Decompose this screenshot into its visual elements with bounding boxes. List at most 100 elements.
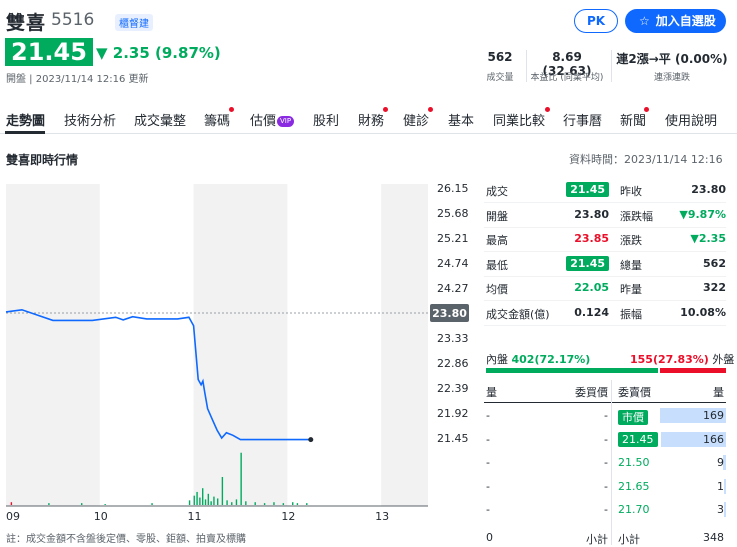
star-icon: ☆ (639, 14, 650, 28)
stat-value: 23.80 (574, 207, 609, 221)
ask-volume: 9 (717, 456, 724, 469)
notification-dot (229, 107, 234, 112)
tab-help[interactable]: 使用說明 (665, 114, 718, 129)
ask-volume-bar (724, 502, 726, 517)
stat-label: 均價 (486, 283, 508, 296)
stat-label: 最高 (486, 234, 508, 247)
notification-dot (545, 107, 550, 112)
outer-label: 外盤 (712, 353, 735, 366)
divider (526, 50, 527, 82)
volume-bar (231, 502, 233, 505)
tab-chips[interactable]: 籌碼 (204, 114, 231, 129)
volume-bar (235, 499, 238, 505)
y-tick-label: 21.92 (437, 407, 469, 420)
y-tick-label: 24.74 (437, 257, 469, 270)
ask-subtotal-label: 小計 (618, 532, 640, 546)
tab-news[interactable]: 新聞 (620, 114, 647, 129)
tab-basic[interactable]: 基本 (448, 114, 475, 129)
y-tick-label: 24.27 (437, 282, 469, 295)
outer-volume: 155(27.83%) 外盤 (630, 351, 734, 367)
tab-dividend[interactable]: 股利 (313, 114, 340, 129)
tab-valuation[interactable]: 估價 VIP (250, 110, 295, 129)
tab-bar: 走勢圖 技術分析 成交彙整 籌碼 估價 VIP 股利 財務 健診 基本 同業比較 … (0, 104, 737, 134)
volume-bar (296, 503, 299, 505)
volume-bar (292, 502, 294, 505)
y-tick-label: 23.33 (437, 332, 469, 345)
divider (611, 50, 612, 82)
volume-bar (104, 504, 106, 505)
volume-bar (282, 503, 285, 505)
x-tick-label: 12 (281, 510, 295, 523)
stat-value: 562 (703, 256, 726, 270)
add-to-watchlist-button[interactable]: ☆ 加入自選股 (625, 9, 726, 33)
tab-calendar[interactable]: 行事曆 (563, 114, 603, 129)
ask-price: 21.45 (618, 431, 658, 447)
stat-value: ▼9.87% (679, 207, 726, 221)
bid-price: - (604, 503, 608, 516)
stat-label: 成交金額(億) (486, 307, 550, 321)
volume-bar (273, 502, 275, 505)
volume-bar (196, 491, 198, 505)
kpi-volume-label: 成交量 (486, 73, 514, 83)
stat-label: 昨收 (620, 185, 642, 198)
row-divider (484, 275, 726, 277)
ask-volume-header: 量 (713, 386, 724, 399)
notification-dot (644, 107, 649, 112)
y-tick-label: 22.39 (437, 382, 469, 395)
ask-volume: 3 (717, 503, 724, 516)
market-badge[interactable]: 櫃督建 (115, 14, 153, 31)
pk-button[interactable]: PK (574, 9, 618, 33)
stat-value: 21.45 (544, 255, 609, 271)
volume-bar (204, 499, 207, 505)
ask-volume-bar (724, 478, 726, 494)
tab-technical[interactable]: 技術分析 (64, 114, 117, 129)
intraday-chart[interactable]: 26.15 25.68 25.21 24.74 24.27 23.80 23.33 22.86… (0, 176, 478, 524)
volume-bar (254, 502, 256, 505)
volume-bar (306, 503, 308, 505)
y-tick-label: 25.21 (437, 232, 469, 245)
tab-chart[interactable]: 走勢圖 (6, 114, 46, 129)
x-tick-label: 13 (375, 510, 389, 523)
volume-bar (263, 503, 266, 505)
bid-volume: - (486, 409, 490, 422)
stat-label: 漲跌 (620, 234, 642, 247)
volume-bar (81, 503, 83, 505)
ask-volume-bar (660, 408, 726, 423)
outer-value: 155(27.83%) (630, 353, 709, 366)
ask-price: 市價 (618, 409, 648, 425)
row-divider (484, 202, 726, 203)
current-price: 21.45 (5, 38, 93, 66)
reference-price-tag (430, 304, 469, 322)
stat-label: 昨量 (620, 283, 642, 296)
stat-value: 23.80 (691, 183, 726, 196)
notification-dot (428, 107, 433, 112)
tab-financials[interactable]: 財務 (358, 114, 385, 129)
kpi-pe-value: 8.69 (32.63) (542, 50, 592, 78)
bid-volume-header: 量 (486, 386, 497, 399)
tab-peer-compare[interactable]: 同業比較 (493, 114, 546, 129)
volume-bar (217, 498, 219, 505)
row-divider (484, 226, 726, 228)
price-change: ▼ 2.35 (9.87%) (96, 44, 221, 62)
volume-bar (226, 500, 228, 505)
volume-bar (201, 488, 204, 505)
volume-bar (210, 501, 212, 505)
volume-bar (213, 496, 215, 505)
price-change-value: 2.35 (9.87%) (112, 44, 221, 62)
ask-price: 21.50 (618, 456, 650, 469)
bid-total-volume: 0 (486, 530, 493, 544)
stat-value: 322 (703, 281, 726, 294)
footer-note: 註：成交金額不含盤後定價、零股、鉅額、拍賣及標購 (6, 534, 246, 545)
kpi-pe-label: 本益比 (同業平均) (530, 73, 604, 83)
ask-volume-bar (722, 455, 726, 470)
down-arrow-icon: ▼ (96, 44, 108, 62)
stat-label: 漲跌幅 (620, 209, 653, 223)
stat-label: 總量 (620, 258, 642, 272)
tab-health[interactable]: 健診 (403, 114, 430, 129)
session-shade (6, 184, 100, 506)
ask-volume: 169 (703, 409, 724, 422)
inner-label: 內盤 (486, 353, 508, 366)
stats-table: 成交 21.45 開盤 23.80 最高 23.85 最低 21.45 均價 22.05 成交金額(… (484, 178, 726, 333)
ask-volume-bar (661, 431, 726, 447)
tab-trades[interactable]: 成交彙整 (134, 114, 187, 129)
